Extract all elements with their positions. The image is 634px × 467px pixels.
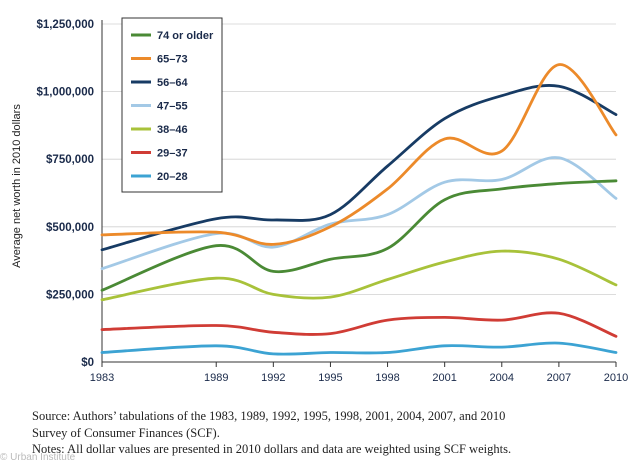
legend-label: 74 or older [157,30,214,42]
y-tick-label: $250,000 [46,289,94,301]
notes-line: Notes: All dollar values are presented i… [32,442,512,456]
x-tick-label: 1989 [204,372,228,384]
x-tick-label: 1983 [90,372,114,384]
y-tick-label: $750,000 [46,154,94,166]
x-tick-label: 2004 [490,372,514,384]
series-line-29-37 [100,311,618,338]
x-tick-label: 1995 [318,372,342,384]
series-line-74-or-older [100,179,618,292]
legend: 74 or older 65–73 56–64 47–55 38–46 29–37 20–2… [121,17,223,193]
series-line-65-73 [100,63,618,246]
x-tick-labels: 1983 1989 1992 1995 1998 2001 2004 2007 2010 [90,372,628,384]
source-line-2: Survey of Consumer Finances (SCF). [32,425,220,440]
legend-label: 29–37 [157,148,188,160]
legend-label: 56–64 [157,77,188,89]
legend-label: 47–55 [157,101,188,113]
series-lines [100,63,618,356]
y-tick-label: $500,000 [46,222,94,234]
series-line-38-46 [100,249,618,302]
legend-label: 65–73 [157,54,188,66]
chart-notes: Source: Authors’ tabulations of the 1983… [32,408,511,458]
x-tick-label: 1992 [261,372,285,384]
series-line-20-28 [100,341,618,356]
watermark: © Urban Institute [0,452,76,463]
x-tick-label: 2007 [547,372,571,384]
y-tick-label: $1,250,000 [36,19,94,31]
x-tick-label: 1998 [375,372,399,384]
series-line-56-64 [100,84,618,252]
source-line-1: Source: Authors’ tabulations of the 1983… [32,409,506,423]
y-tick-label: $1,000,000 [36,87,94,99]
y-axis-label: Average net worth in 2010 dollars [11,104,23,268]
y-tick-labels: $0 $250,000 $500,000 $750,000 $1,000,000 $1,2… [36,19,94,369]
x-tick-label: 2010 [604,372,628,384]
legend-label: 38–46 [157,124,188,136]
legend-label: 20–28 [157,171,188,183]
y-tick-label: $0 [81,357,94,369]
x-tick-label: 2001 [432,372,456,384]
axes [101,20,617,367]
